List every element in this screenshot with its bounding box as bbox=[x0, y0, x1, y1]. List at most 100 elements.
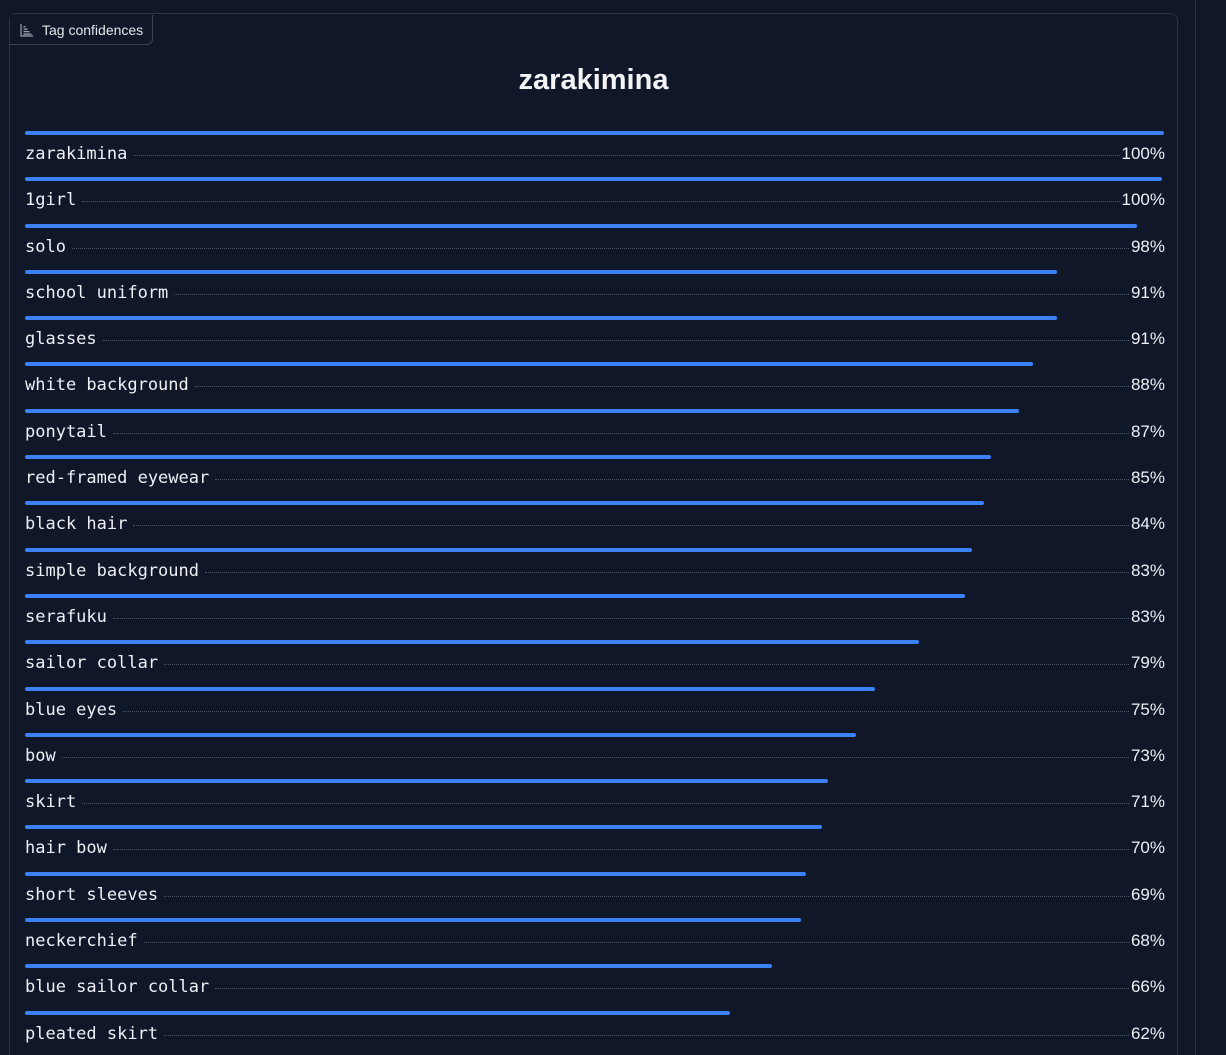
confidence-bar bbox=[25, 547, 972, 552]
dotted-leader bbox=[215, 479, 1129, 481]
tag-name: white background bbox=[25, 375, 189, 396]
confidence-row: solo 98% bbox=[25, 223, 1165, 270]
confidence-row-line: zarakimina 100% bbox=[25, 143, 1165, 165]
confidence-percent: 84% bbox=[1130, 514, 1165, 534]
confidence-percent: 83% bbox=[1130, 560, 1165, 580]
confidence-percent: 69% bbox=[1130, 884, 1165, 904]
confidence-row-line: pleated skirt 62% bbox=[25, 1023, 1165, 1045]
confidence-row-line: school uniform 91% bbox=[25, 282, 1165, 304]
confidence-row-line: serafuku 83% bbox=[25, 606, 1165, 628]
confidence-row-line: 1girl 100% bbox=[25, 189, 1165, 211]
dotted-leader bbox=[112, 432, 1129, 434]
confidence-row: bow 73% bbox=[25, 732, 1165, 779]
confidence-bar bbox=[25, 408, 1019, 413]
confidence-bar bbox=[25, 640, 919, 645]
confidence-bar bbox=[25, 177, 1162, 182]
dotted-leader bbox=[164, 664, 1129, 666]
tag-name: blue eyes bbox=[25, 699, 118, 720]
confidence-percent: 73% bbox=[1130, 745, 1165, 765]
tag-name: school uniform bbox=[25, 282, 169, 303]
confidence-row-line: blue eyes 75% bbox=[25, 699, 1165, 721]
confidence-list: zarakimina 100% 1girl 100% solo 98% school uni… bbox=[25, 131, 1165, 1055]
tag-name: glasses bbox=[25, 329, 97, 350]
tag-name: pleated skirt bbox=[25, 1023, 159, 1044]
confidence-percent: 71% bbox=[1130, 792, 1165, 812]
confidence-bar bbox=[25, 455, 991, 460]
confidence-percent: 98% bbox=[1130, 236, 1165, 256]
dotted-leader bbox=[71, 247, 1129, 249]
confidence-row: serafuku 83% bbox=[25, 593, 1165, 640]
tag-name: ponytail bbox=[25, 421, 107, 442]
confidence-row: sailor collar 79% bbox=[25, 640, 1165, 686]
confidence-row-line: neckerchief 68% bbox=[25, 930, 1165, 952]
dotted-leader bbox=[205, 571, 1129, 573]
tag-name: solo bbox=[25, 236, 66, 257]
confidence-row-line: bow 73% bbox=[25, 745, 1165, 767]
confidence-percent: 88% bbox=[1130, 375, 1165, 395]
dotted-leader bbox=[82, 201, 1120, 203]
tag-name: red-framed eyewear bbox=[25, 468, 210, 489]
scrollbar-track[interactable] bbox=[1195, 0, 1196, 1055]
confidence-row-line: ponytail 87% bbox=[25, 421, 1165, 443]
tag-name: hair bow bbox=[25, 838, 107, 859]
tag-name: black hair bbox=[25, 514, 128, 535]
confidence-row-line: hair bow 70% bbox=[25, 837, 1165, 859]
confidence-percent: 100% bbox=[1121, 190, 1165, 210]
tag-name: blue sailor collar bbox=[25, 977, 210, 998]
confidence-row: skirt 71% bbox=[25, 779, 1165, 825]
confidence-bar bbox=[25, 732, 856, 737]
dotted-leader bbox=[194, 386, 1129, 388]
confidence-percent: 87% bbox=[1130, 421, 1165, 441]
dotted-leader bbox=[61, 756, 1129, 758]
confidence-percent: 62% bbox=[1130, 1023, 1165, 1043]
tag-name: zarakimina bbox=[25, 144, 128, 164]
confidence-row: hair bow 70% bbox=[25, 825, 1165, 871]
confidence-row-line: glasses 91% bbox=[25, 328, 1165, 350]
dotted-leader bbox=[102, 340, 1129, 342]
confidence-row: 1girl 100% bbox=[25, 177, 1165, 223]
confidence-bar bbox=[25, 593, 965, 598]
dotted-leader bbox=[133, 155, 1120, 156]
tag-name: bow bbox=[25, 745, 56, 766]
dotted-leader bbox=[133, 525, 1129, 527]
dotted-leader bbox=[112, 617, 1129, 619]
dotted-leader bbox=[143, 942, 1129, 944]
dotted-leader bbox=[123, 710, 1129, 712]
confidence-row: pleated skirt 62% bbox=[25, 1010, 1165, 1055]
tag-name: short sleeves bbox=[25, 884, 159, 905]
confidence-row: school uniform 91% bbox=[25, 269, 1165, 316]
tag-name: simple background bbox=[25, 560, 199, 581]
tag-confidences-panel bbox=[9, 13, 1178, 1055]
confidence-row-line: white background 88% bbox=[25, 374, 1165, 396]
confidence-percent: 91% bbox=[1130, 282, 1165, 302]
tag-name: neckerchief bbox=[25, 931, 138, 952]
panel-heading: zarakimina bbox=[518, 64, 669, 96]
confidence-percent: 70% bbox=[1130, 838, 1165, 858]
confidence-bar bbox=[25, 871, 806, 876]
confidence-row-line: solo 98% bbox=[25, 236, 1165, 258]
confidence-bar bbox=[25, 918, 801, 923]
confidence-bar bbox=[25, 223, 1137, 228]
confidence-bar bbox=[25, 686, 875, 691]
confidence-percent: 85% bbox=[1130, 468, 1165, 488]
dotted-leader bbox=[112, 849, 1129, 851]
confidence-row-line: sailor collar 79% bbox=[25, 652, 1165, 674]
dotted-leader bbox=[164, 1034, 1129, 1036]
confidence-bar bbox=[25, 131, 1164, 135]
confidence-percent: 83% bbox=[1130, 606, 1165, 626]
confidence-row: short sleeves 69% bbox=[25, 871, 1165, 918]
confidence-row-line: red-framed eyewear 85% bbox=[25, 467, 1165, 489]
confidence-row: neckerchief 68% bbox=[25, 918, 1165, 964]
tag-name: skirt bbox=[25, 792, 77, 813]
dotted-leader bbox=[82, 803, 1129, 805]
panel-label-text: Tag confidences bbox=[42, 21, 144, 38]
dotted-leader bbox=[164, 895, 1129, 897]
confidence-bar bbox=[25, 964, 772, 969]
confidence-row: zarakimina 100% bbox=[25, 131, 1165, 177]
chart-icon bbox=[20, 23, 34, 37]
confidence-row: white background 88% bbox=[25, 362, 1165, 408]
confidence-percent: 68% bbox=[1130, 931, 1165, 951]
confidence-row: blue eyes 75% bbox=[25, 686, 1165, 733]
confidence-row: black hair 84% bbox=[25, 501, 1165, 547]
